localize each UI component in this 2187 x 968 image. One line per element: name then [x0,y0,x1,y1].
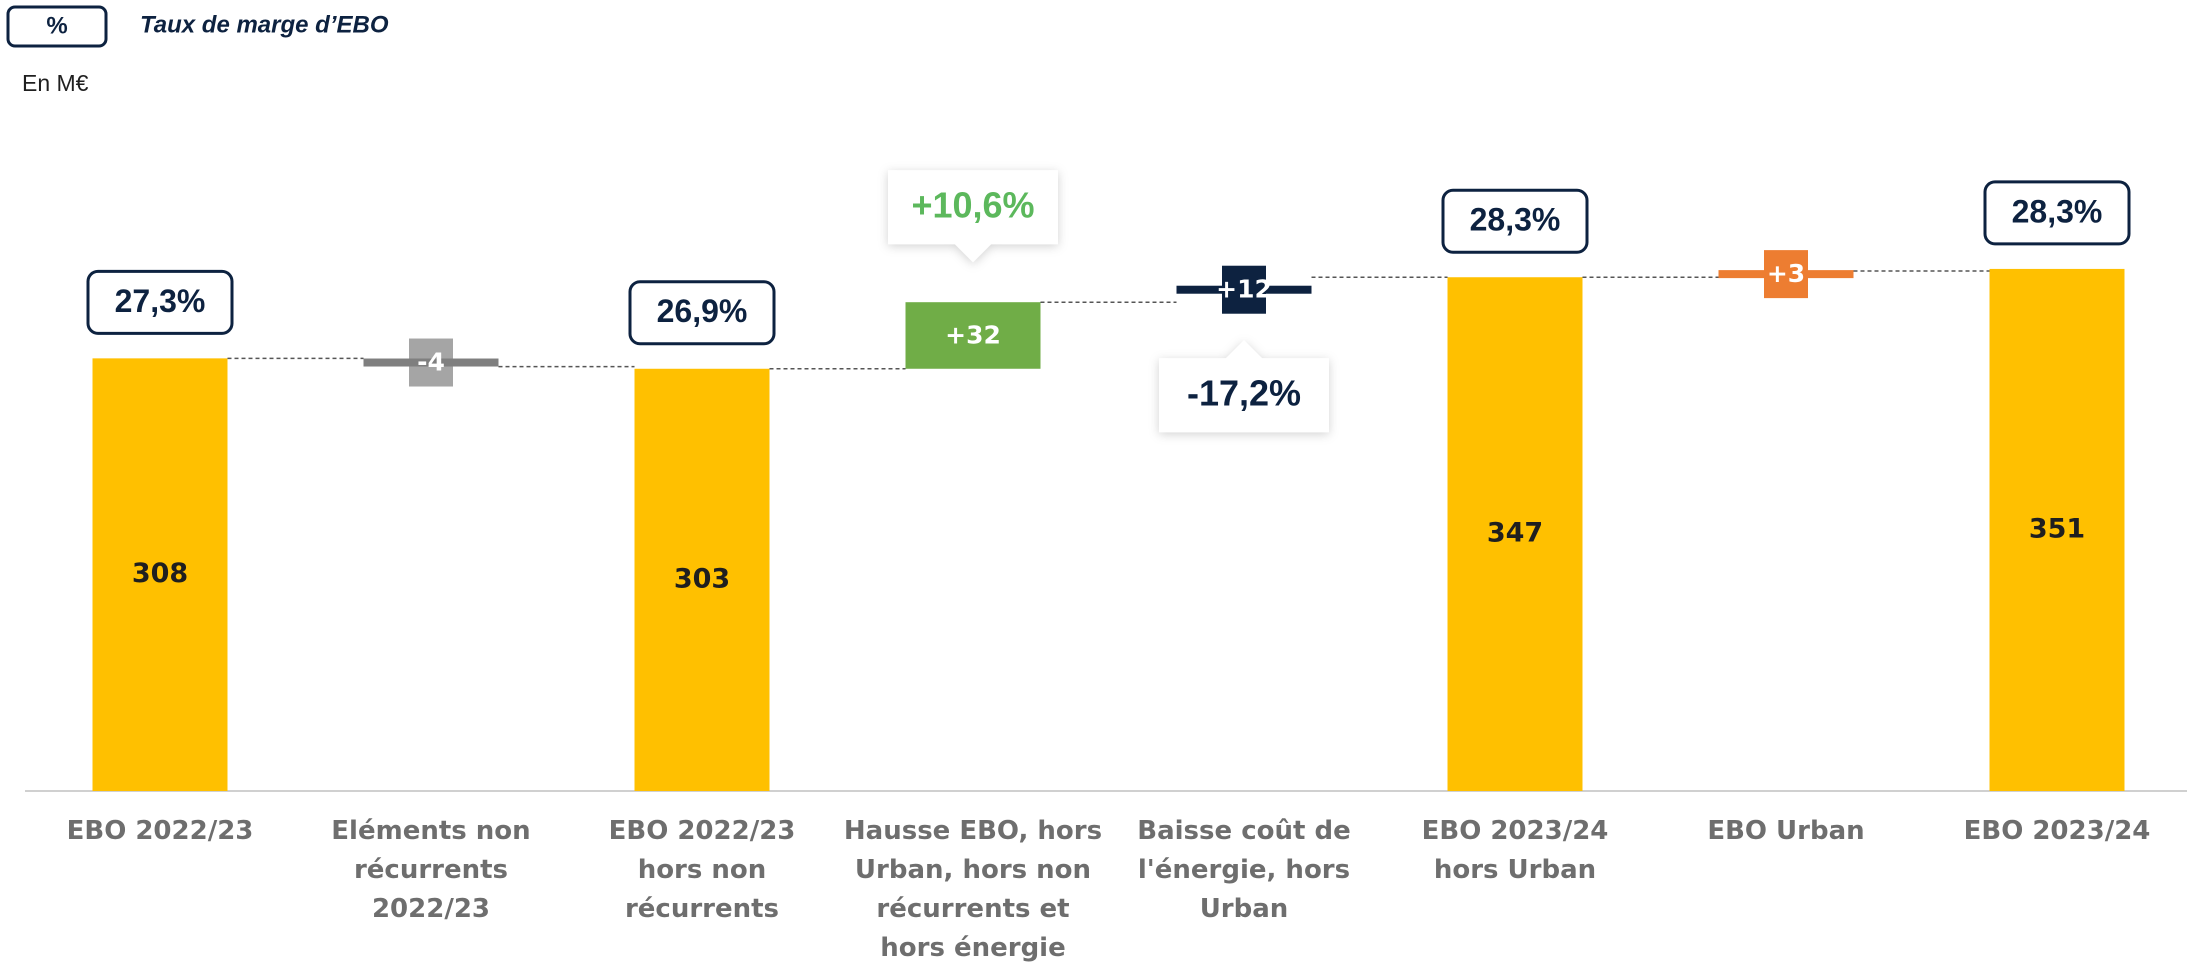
callout-box [1159,340,1329,433]
value-label: +12 [1216,275,1272,304]
margin-box [1441,188,1589,254]
x-tick-label: EBO Urban [1707,816,1865,846]
value-label: +3 [1767,259,1805,288]
legend-symbol: % [46,12,67,39]
unit-label: En M€ [22,70,89,96]
x-tick-label: Baisse coût de l'énergie, hors Urban [1137,816,1351,924]
value-label-box [1222,265,1266,314]
x-tick-label: EBO 2022/23 [66,816,254,846]
callout-label: -17,2% [1187,373,1301,414]
value-label: 351 [2029,513,2085,544]
bar [634,368,770,791]
bar [1447,277,1583,791]
callout-box [888,170,1058,263]
bar [92,358,228,791]
margin-label: 26,9% [657,293,748,329]
callout [888,170,1058,263]
value-label-box [1764,250,1808,299]
x-tick-label: Eléments non récurrents 2022/23 [331,816,531,924]
callout-label: +10,6% [911,185,1034,226]
margin-box [86,269,234,335]
x-tick-label: EBO 2023/24 hors Urban [1421,816,1609,885]
value-label: +32 [945,320,1001,349]
margin-box [1983,180,2131,246]
x-tick-label: EBO 2022/23 hors non récurrents [608,816,796,924]
value-label-box [409,338,453,387]
value-label: 308 [132,558,188,589]
margin-label: 27,3% [115,283,206,319]
legend-box [6,5,108,48]
bar [1989,268,2125,791]
x-tick-label: EBO 2023/24 [1963,816,2151,846]
value-label: 347 [1487,518,1543,549]
callout [1159,340,1329,433]
value-label: 303 [674,563,730,594]
margin-label: 28,3% [1470,202,1561,238]
legend-text: Taux de marge d’EBO [140,11,389,38]
value-label: -4 [417,348,445,377]
bar [905,302,1041,369]
margin-label: 28,3% [2012,193,2103,229]
x-tick-label: Hausse EBO, hors Urban, hors non récurre… [843,816,1103,963]
margin-box [628,280,776,346]
